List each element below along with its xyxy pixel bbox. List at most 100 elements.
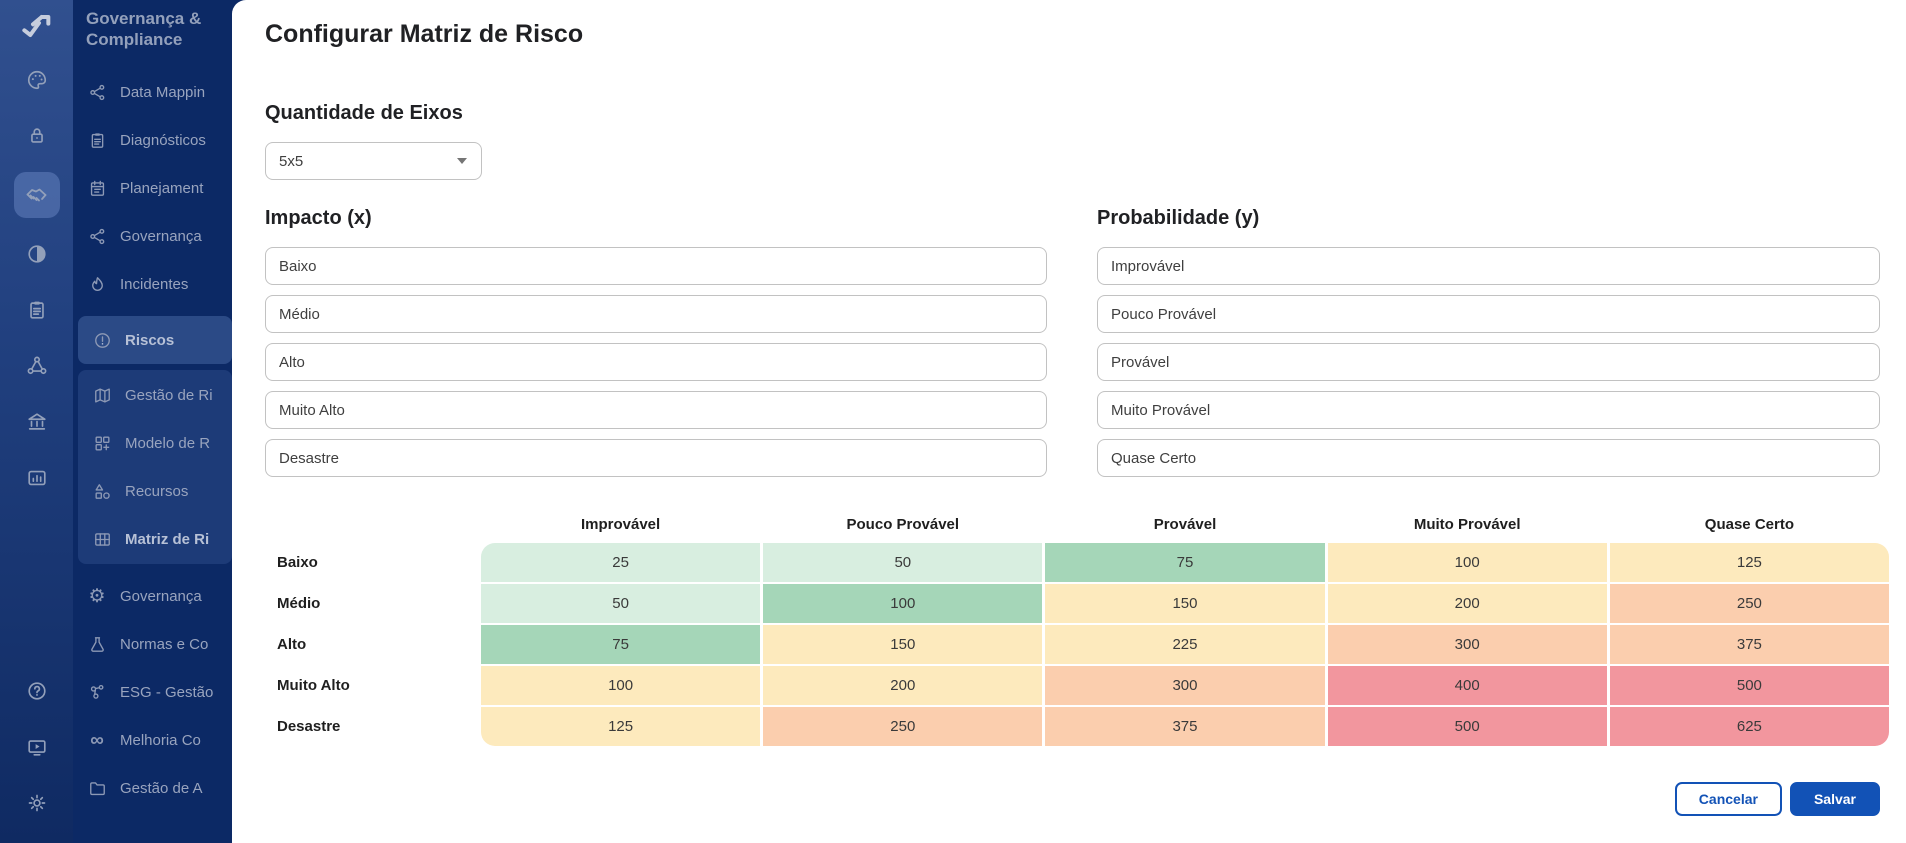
matrix-cell: 75 xyxy=(1045,543,1325,582)
sidebar: Governança & Compliance Data Mappin Diag… xyxy=(73,0,232,843)
chart-box-icon[interactable] xyxy=(14,458,60,498)
palette-icon[interactable] xyxy=(14,60,60,100)
page-title: Configurar Matriz de Risco xyxy=(265,20,584,48)
sidebar-item-label: Governança xyxy=(120,227,202,245)
sidebar-item-modelo-de-risco[interactable]: Modelo de R xyxy=(78,419,232,467)
matrix-col-header: Provável xyxy=(1153,516,1217,533)
matrix-cell: 25 xyxy=(481,543,761,582)
alert-circle-icon xyxy=(92,331,112,350)
matrix-row-header: Baixo xyxy=(277,554,318,571)
matrix-cell: 300 xyxy=(1045,666,1325,705)
probability-heading: Probabilidade (y) xyxy=(1097,207,1260,229)
hub-nodes-icon[interactable] xyxy=(14,346,60,386)
map-icon xyxy=(92,386,112,405)
sidebar-item-label: Matriz de Ri xyxy=(125,530,210,548)
matrix-cell: 200 xyxy=(1327,584,1607,623)
sidebar-item-governanca[interactable]: Governança xyxy=(73,212,232,260)
matrix-cell: 100 xyxy=(763,584,1043,623)
sidebar-item-esg[interactable]: ESG - Gestão xyxy=(73,668,232,716)
icon-rail xyxy=(0,0,73,843)
probability-level-4-input[interactable] xyxy=(1097,391,1880,429)
matrix-cell: 400 xyxy=(1327,666,1607,705)
impact-level-4-input[interactable] xyxy=(265,391,1047,429)
lock-icon[interactable] xyxy=(14,116,60,156)
save-button[interactable]: Salvar xyxy=(1789,782,1880,816)
matrix-row-header: Médio xyxy=(277,595,321,612)
clipboard-icon[interactable] xyxy=(14,290,60,330)
sidebar-item-label: Riscos xyxy=(125,331,175,349)
sidebar-item-label: Incidentes xyxy=(120,275,189,293)
calendar-icon xyxy=(87,179,107,198)
impact-heading: Impacto (x) xyxy=(265,207,372,229)
sidebar-item-gestao-arquivos[interactable]: Gestão de A xyxy=(73,764,232,812)
sidebar-item-diagnosticos[interactable]: Diagnósticos xyxy=(73,116,232,164)
impact-level-2-input[interactable] xyxy=(265,295,1047,333)
probability-level-5-input[interactable] xyxy=(1097,439,1880,477)
contrast-pie-icon[interactable] xyxy=(14,234,60,274)
help-icon[interactable] xyxy=(14,671,60,711)
matrix-row-header: Alto xyxy=(277,636,307,653)
axes-section-heading: Quantidade de Eixos xyxy=(265,102,463,124)
nodes-cluster-icon xyxy=(87,683,107,702)
settings-gear-icon[interactable] xyxy=(14,783,60,823)
sidebar-item-label: Gestão de A xyxy=(120,779,203,797)
share-nodes-icon xyxy=(87,83,107,102)
matrix-cell: 300 xyxy=(1327,625,1607,664)
table-grid-icon xyxy=(92,530,112,549)
sidebar-item-governanca-2[interactable]: ⚙ Governança xyxy=(73,572,232,620)
sidebar-item-label: Melhoria Co xyxy=(120,731,201,749)
probability-level-3-input[interactable] xyxy=(1097,343,1880,381)
matrix-col-header: Quase Certo xyxy=(1704,516,1794,533)
flame-icon xyxy=(87,275,107,294)
sidebar-item-label: Modelo de R xyxy=(125,434,211,452)
app-logo-icon[interactable] xyxy=(17,8,57,46)
shapes-icon xyxy=(92,482,112,501)
sidebar-item-planejamento[interactable]: Planejament xyxy=(73,164,232,212)
matrix-cell: 200 xyxy=(763,666,1043,705)
matrix-col-header: Muito Provável xyxy=(1413,516,1521,533)
matrix-cell: 50 xyxy=(763,543,1043,582)
matrix-cell: 50 xyxy=(481,584,761,623)
bank-icon[interactable] xyxy=(14,402,60,442)
sidebar-item-recursos[interactable]: Recursos xyxy=(78,467,232,515)
sidebar-item-label: Gestão de Ri xyxy=(125,386,213,404)
sidebar-item-label: Governança xyxy=(120,587,202,605)
impact-level-1-input[interactable] xyxy=(265,247,1047,285)
clipboard-icon xyxy=(87,131,107,150)
chevron-down-icon xyxy=(457,158,467,164)
sidebar-item-incidentes[interactable]: Incidentes xyxy=(73,260,232,308)
video-tutorial-icon[interactable] xyxy=(14,727,60,767)
matrix-cell: 250 xyxy=(1609,584,1889,623)
matrix-corner-cell xyxy=(265,513,478,541)
gear-sparkle-icon: ⚙ xyxy=(88,585,106,607)
sidebar-item-normas[interactable]: Normas e Co xyxy=(73,620,232,668)
matrix-cell: 500 xyxy=(1609,666,1889,705)
matrix-cell: 100 xyxy=(481,666,761,705)
sidebar-item-gestao-de-riscos[interactable]: Gestão de Ri xyxy=(78,371,232,419)
footer-actions: Cancelar Salvar xyxy=(265,782,1880,816)
sidebar-item-matriz-de-risco[interactable]: Matriz de Ri xyxy=(78,515,232,563)
probability-level-2-input[interactable] xyxy=(1097,295,1880,333)
main-panel: Configurar Matriz de Risco Quantidade de… xyxy=(232,0,1906,843)
probability-level-1-input[interactable] xyxy=(1097,247,1880,285)
matrix-row-header: Desastre xyxy=(277,718,341,735)
impact-level-3-input[interactable] xyxy=(265,343,1047,381)
matrix-cell: 125 xyxy=(1609,543,1889,582)
riscos-submenu: Gestão de Ri Modelo de R Recursos Matriz… xyxy=(78,370,232,564)
flask-icon xyxy=(87,635,107,654)
matrix-col-header: Improvável xyxy=(580,516,661,533)
matrix-cell: 250 xyxy=(763,707,1043,746)
sidebar-item-label: Data Mappin xyxy=(120,83,206,101)
sidebar-item-melhoria[interactable]: ∞ Melhoria Co xyxy=(73,716,232,764)
share-nodes-icon xyxy=(87,227,107,246)
sidebar-item-riscos[interactable]: Riscos xyxy=(78,316,232,364)
axes-count-select[interactable]: 5x5 xyxy=(265,142,482,180)
handshake-icon[interactable] xyxy=(13,172,60,218)
impact-level-5-input[interactable] xyxy=(265,439,1047,477)
sidebar-item-label: Planejament xyxy=(120,179,204,197)
matrix-col-header: Pouco Provável xyxy=(846,516,960,533)
cancel-button[interactable]: Cancelar xyxy=(1674,782,1782,816)
sidebar-title: Governança & Compliance xyxy=(86,9,202,49)
matrix-cell: 375 xyxy=(1045,707,1325,746)
sidebar-item-data-mapping[interactable]: Data Mappin xyxy=(73,68,232,116)
